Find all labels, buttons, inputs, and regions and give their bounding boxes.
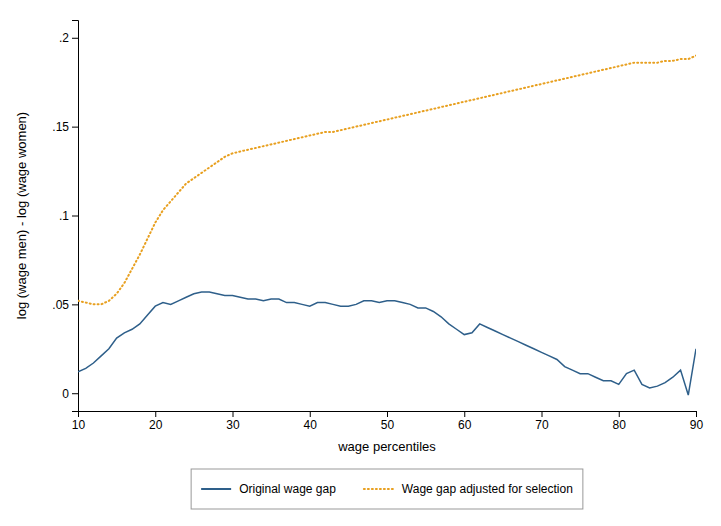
tick-label: 10 [72,418,86,432]
tick-label: 30 [226,418,240,432]
tick: 30 [226,411,240,432]
line [78,56,696,305]
axis-line [79,412,697,418]
tick-mark [696,411,697,417]
tick-label: 90 [690,418,704,432]
line [78,292,696,395]
legend-label: Wage gap adjusted for selection [402,482,573,496]
plot: 10 20 30 40 50 60 70 80 90 0 .05 .1 .15 .2 wage percen… [14,21,703,455]
tick-label: .15 [52,120,69,134]
tick: 70 [535,411,549,432]
tick-mark [155,411,156,417]
tick-label: 0 [62,387,69,401]
tick-mark [72,216,78,217]
tick: 20 [149,411,163,432]
legend: Original wage gap Wage gap adjusted for s… [191,469,583,509]
tick: .2 [59,31,78,45]
tick: 10 [72,411,86,432]
legend-item: Wage gap adjusted for selection [364,482,573,496]
tick-label: 50 [381,418,395,432]
x-axis: 10 20 30 40 50 60 70 80 90 [72,411,704,432]
tick-mark [387,411,388,417]
legend-swatch [201,488,231,490]
y-axis-title: log (wage men) - log (wage women) [14,112,29,319]
lines [78,56,696,395]
legend-label: Original wage gap [239,482,336,496]
tick-label: .05 [52,298,69,312]
tick-mark [72,304,78,305]
tick: 90 [690,411,704,432]
legend-swatch [364,488,394,490]
tick-mark [72,393,78,394]
tick-label: 80 [613,418,627,432]
tick: 60 [458,411,472,432]
tick-label: 20 [149,418,163,432]
y-axis: 0 .05 .1 .15 .2 [52,21,78,412]
tick-mark [72,127,78,128]
chart: 10 20 30 40 50 60 70 80 90 0 .05 .1 .15 .2 wage percen… [0,0,721,526]
tick-label: .1 [59,209,69,223]
tick: 50 [381,411,395,432]
tick: .1 [59,209,78,223]
tick-mark [233,411,234,417]
legend-item: Original wage gap [201,482,336,496]
legend-box [191,469,583,509]
tick: 0 [62,387,78,401]
tick: 40 [304,411,318,432]
tick: .15 [52,120,78,134]
tick: .05 [52,298,78,312]
tick-label: 40 [304,418,318,432]
tick-mark [72,38,78,39]
x-axis-title: wage percentiles [337,439,436,454]
tick-mark [542,411,543,417]
axis-line [72,21,79,412]
tick-label: 60 [458,418,472,432]
tick-mark [619,411,620,417]
tick-mark [464,411,465,417]
tick-label: .2 [59,31,69,45]
tick: 80 [613,411,627,432]
tick-mark [310,411,311,417]
tick-label: 70 [535,418,549,432]
